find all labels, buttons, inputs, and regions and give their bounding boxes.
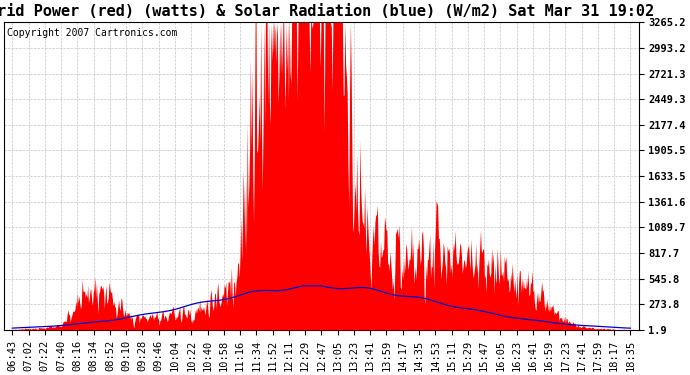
Title: Grid Power (red) (watts) & Solar Radiation (blue) (W/m2) Sat Mar 31 19:02: Grid Power (red) (watts) & Solar Radiati…	[0, 4, 654, 19]
Text: Copyright 2007 Cartronics.com: Copyright 2007 Cartronics.com	[8, 28, 178, 38]
